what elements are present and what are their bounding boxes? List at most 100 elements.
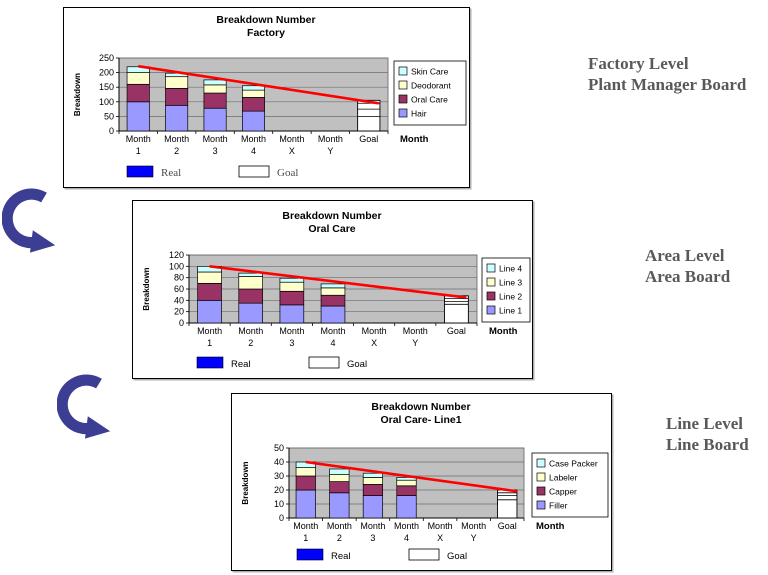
goal-bar bbox=[357, 99, 381, 132]
x-category-label: 1 bbox=[303, 533, 308, 543]
y-axis-title: Breakdown bbox=[142, 267, 151, 310]
goal-swatch bbox=[308, 356, 340, 369]
chart-subtitle: Oral Care bbox=[308, 223, 355, 235]
bar-segment bbox=[165, 76, 189, 89]
x-category-label: Goal bbox=[498, 521, 517, 531]
bar-segment bbox=[279, 290, 305, 306]
y-tick-label: 20 bbox=[274, 485, 284, 495]
cascade-arrow-icon bbox=[57, 374, 111, 439]
bar-segment bbox=[279, 281, 305, 292]
x-category-label: Month bbox=[394, 521, 419, 531]
heading-line: Plant Manager Board bbox=[588, 75, 747, 94]
x-category-label: 1 bbox=[136, 146, 141, 156]
bar-segment bbox=[396, 495, 417, 519]
goal-label: Goal bbox=[347, 359, 367, 370]
bar-segment bbox=[165, 88, 189, 106]
legend-swatch bbox=[536, 500, 546, 510]
bar-segment bbox=[203, 79, 227, 86]
bar-segment bbox=[362, 495, 384, 519]
area-level-heading: Area Level Area Board bbox=[645, 245, 730, 287]
bar-segment bbox=[197, 299, 222, 324]
legend-label: Hair bbox=[411, 109, 427, 119]
heading-line: Area Board bbox=[645, 267, 731, 286]
legend-swatch bbox=[536, 486, 546, 496]
heading-line: Line Board bbox=[666, 435, 749, 454]
legend-swatch bbox=[486, 263, 496, 273]
bar-segment bbox=[242, 110, 265, 132]
goal-swatch bbox=[408, 548, 440, 561]
legend-swatch bbox=[398, 66, 408, 76]
y-tick-label: 30 bbox=[274, 471, 284, 481]
x-category-label: 3 bbox=[213, 146, 218, 156]
x-category-label: Month bbox=[362, 326, 387, 336]
bar-segment bbox=[279, 304, 305, 324]
line-chart-panel: Breakdown Number Oral Care- Line1 0 10 20 30 4… bbox=[231, 393, 612, 571]
y-tick-label: 0 bbox=[109, 126, 114, 136]
bar-segment bbox=[197, 282, 222, 301]
x-category-label: Month bbox=[279, 326, 304, 336]
real-label: Real bbox=[161, 167, 181, 179]
x-category-label: Month bbox=[203, 134, 228, 144]
real-swatch bbox=[196, 356, 224, 369]
x-category-label: Month bbox=[279, 134, 304, 144]
y-tick-label: 100 bbox=[99, 97, 114, 107]
y-tick-label: 40 bbox=[174, 295, 184, 305]
legend-label: Labeler bbox=[549, 473, 578, 483]
bar-segment bbox=[242, 85, 265, 91]
goal-label: Goal bbox=[447, 551, 467, 562]
bar-segment bbox=[238, 288, 263, 304]
bar-segment bbox=[295, 461, 316, 468]
heading-line: Factory Level bbox=[588, 54, 689, 73]
y-axis-title: Breakdown bbox=[241, 461, 250, 504]
chart-subtitle: Oral Care- Line1 bbox=[380, 414, 461, 426]
goal-bar bbox=[497, 489, 518, 519]
y-tick-label: 20 bbox=[174, 307, 184, 317]
cascade-arrow-icon bbox=[2, 188, 56, 253]
legend-label: Case Packer bbox=[549, 459, 598, 469]
x-category-label: 2 bbox=[174, 146, 179, 156]
x-category-label: Month bbox=[327, 521, 352, 531]
bar-segment bbox=[320, 287, 346, 296]
bar-segment bbox=[295, 475, 316, 491]
bar-segment bbox=[329, 492, 350, 519]
x-category-label: 4 bbox=[404, 533, 409, 543]
heading-line: Line Level bbox=[666, 414, 743, 433]
x-category-label: 1 bbox=[207, 338, 212, 348]
bar-segment bbox=[126, 72, 150, 85]
legend-swatch bbox=[486, 305, 496, 315]
legend-label: Line 2 bbox=[499, 292, 522, 302]
bar-segment bbox=[238, 302, 263, 324]
bar-segment bbox=[238, 272, 263, 277]
chart-title: Breakdown Number bbox=[371, 401, 470, 413]
x-category-label: Month bbox=[320, 326, 345, 336]
bar-segment bbox=[396, 485, 417, 496]
trend-line bbox=[209, 265, 467, 299]
legend-label: Line 3 bbox=[499, 278, 522, 288]
bar-segment bbox=[396, 477, 417, 481]
y-tick-label: 60 bbox=[174, 284, 184, 294]
legend-swatch bbox=[536, 458, 546, 468]
factory-chart-panel: Breakdown Number Factory 0 50 100 150 200 250 Br… bbox=[63, 7, 470, 188]
legend-label: Filler bbox=[549, 501, 568, 511]
legend-swatch bbox=[486, 291, 496, 301]
goal-label: Goal bbox=[277, 167, 298, 179]
goal-bar bbox=[444, 295, 469, 324]
legend-label: Line 4 bbox=[499, 264, 522, 274]
bar-segment bbox=[396, 479, 417, 487]
chart-title: Breakdown Number bbox=[216, 14, 315, 26]
bar-segment bbox=[242, 89, 265, 98]
x-category-label: Month bbox=[403, 326, 428, 336]
legend-label: Deodorant bbox=[411, 81, 451, 91]
bar-segment bbox=[362, 484, 384, 496]
y-tick-label: 200 bbox=[99, 68, 114, 78]
goal-swatch bbox=[238, 165, 270, 178]
bar-segment bbox=[126, 83, 150, 103]
y-axis-title: Breakdown bbox=[73, 73, 82, 116]
legend-swatch bbox=[398, 94, 408, 104]
y-tick-label: 50 bbox=[104, 111, 114, 121]
x-category-label: Month bbox=[164, 134, 189, 144]
bar-segment bbox=[295, 489, 316, 519]
x-category-label: Month bbox=[318, 134, 343, 144]
x-category-label: 3 bbox=[289, 338, 294, 348]
